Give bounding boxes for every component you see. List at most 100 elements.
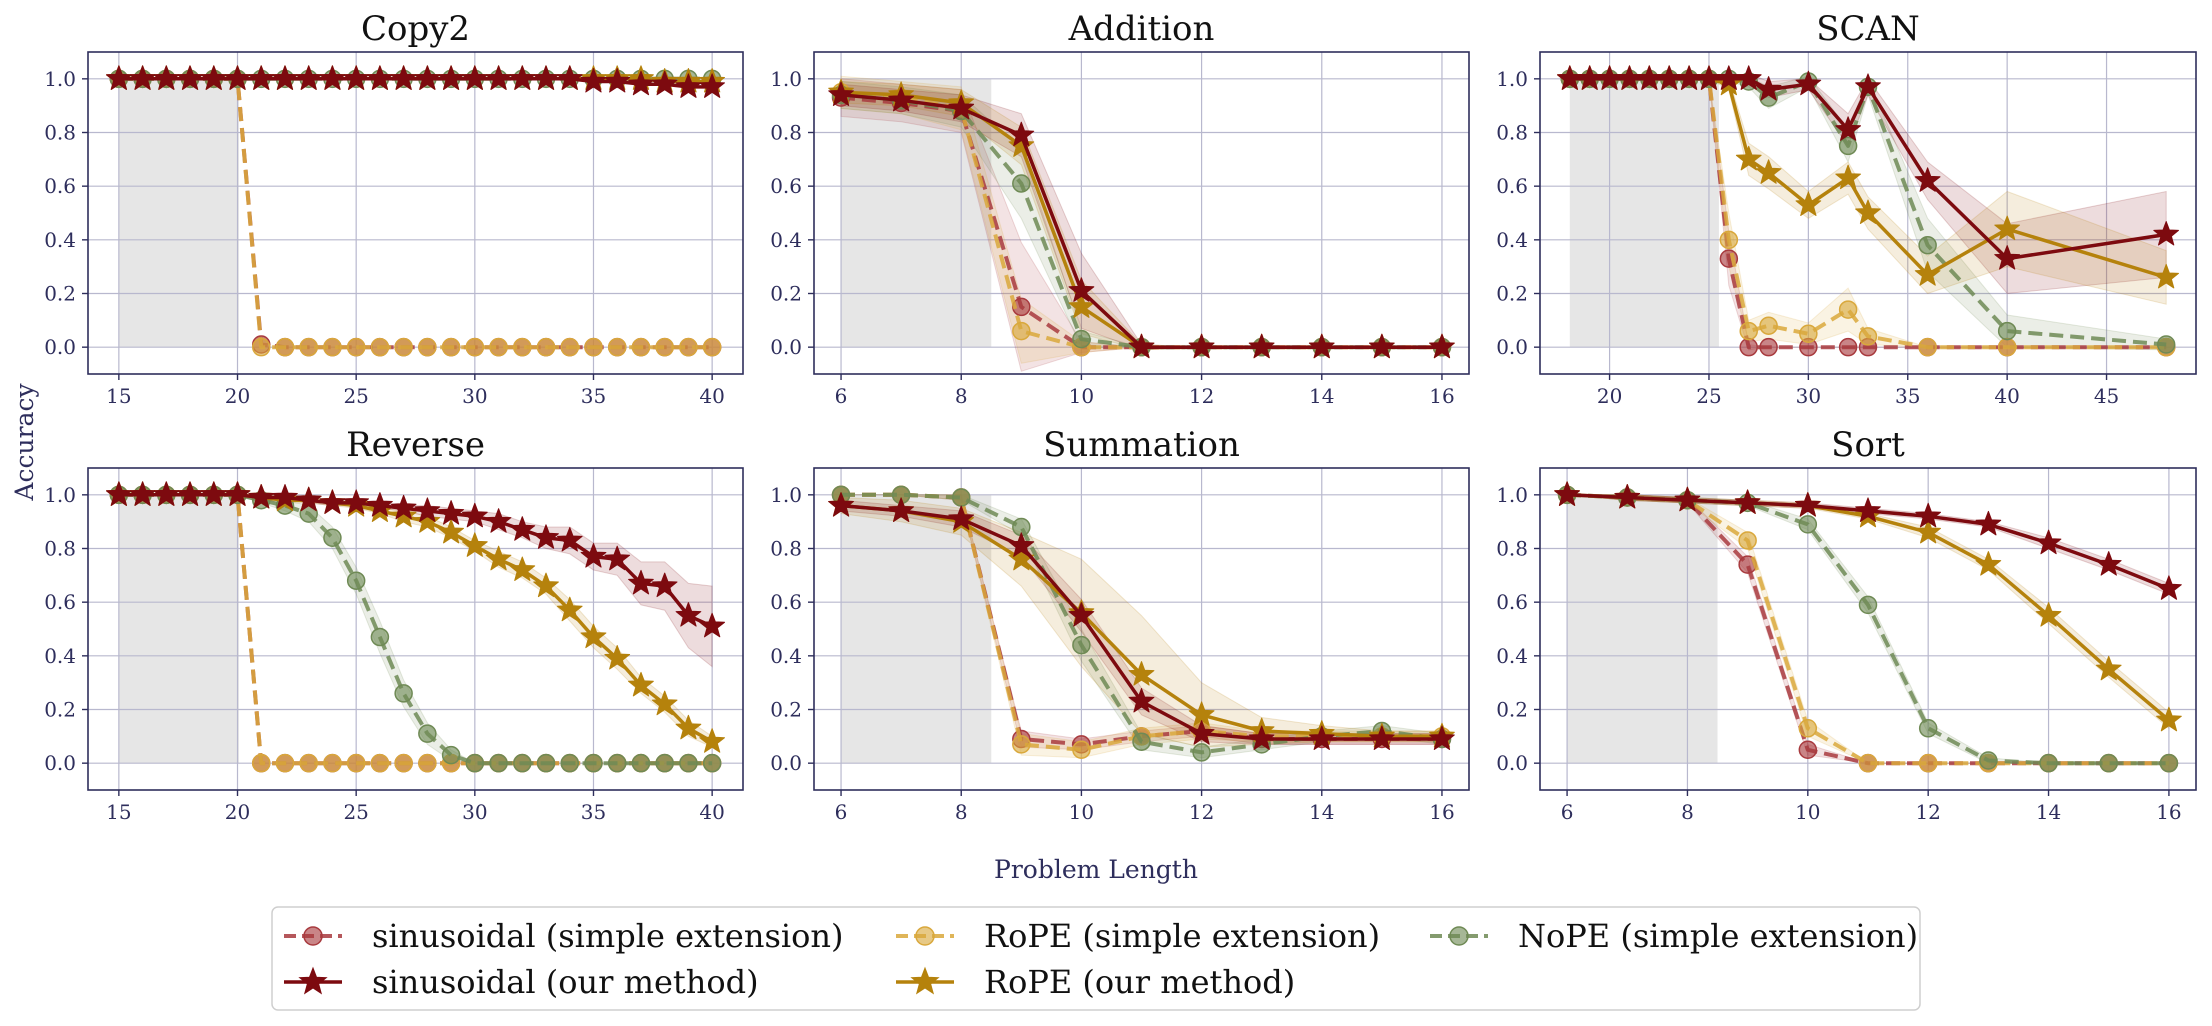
data-point xyxy=(1012,174,1031,193)
y-tick-label: 0.6 xyxy=(1496,590,1528,614)
data-point xyxy=(1369,725,1395,750)
y-tick-label: 0.4 xyxy=(770,644,802,668)
data-point xyxy=(323,753,342,773)
panels: 0.00.20.40.60.81.015 20 25 30 35 40Copy20.00.… xyxy=(44,9,2197,824)
data-point xyxy=(462,65,488,90)
data-point xyxy=(370,627,390,647)
data-point xyxy=(1072,329,1091,349)
legend-item-sinusoidal-our-method: sinusoidal (our method) xyxy=(284,963,759,1001)
data-point xyxy=(1915,502,1941,528)
panel-title: Summation xyxy=(1043,425,1240,465)
data-point xyxy=(1838,136,1858,156)
legend-item-rope-simple-extension: RoPE (simple extension) xyxy=(896,917,1380,955)
data-point xyxy=(513,337,532,357)
x-tick-label: 10 xyxy=(1795,800,1820,824)
data-point xyxy=(323,337,342,357)
data-point xyxy=(275,337,295,357)
data-point xyxy=(560,753,580,773)
y-tick-label: 0.6 xyxy=(44,590,76,614)
data-point xyxy=(628,70,654,96)
data-point xyxy=(224,481,251,506)
x-axis-label: Problem Length xyxy=(994,855,1198,884)
data-point xyxy=(2156,335,2176,354)
plot-area-scan xyxy=(1557,65,2179,357)
data-point xyxy=(129,65,156,90)
data-point xyxy=(1799,324,1818,343)
y-tick-label: 0.2 xyxy=(1496,282,1528,306)
x-tick-label: 20 xyxy=(1597,384,1622,408)
data-point xyxy=(465,337,485,357)
data-point xyxy=(651,572,678,598)
legend-item-rope-our-method: RoPE (our method) xyxy=(896,963,1295,1001)
axes-frame xyxy=(87,51,744,375)
data-point xyxy=(394,753,413,773)
data-point xyxy=(1614,484,1641,509)
axes-frame xyxy=(87,467,744,791)
y-tick-label: 0.2 xyxy=(770,282,802,306)
plot-area-addition xyxy=(828,75,1455,372)
data-point xyxy=(441,745,461,765)
data-point xyxy=(679,753,698,773)
data-point xyxy=(2153,263,2179,289)
data-point xyxy=(1795,492,1821,517)
data-point xyxy=(418,724,437,743)
data-point xyxy=(2156,706,2182,732)
data-point xyxy=(1128,333,1155,359)
data-point xyxy=(251,753,271,773)
data-point xyxy=(607,753,627,773)
x-tick-label: 15 xyxy=(106,384,131,408)
y-axis-label: Accuracy xyxy=(10,383,39,502)
data-point xyxy=(1858,595,1878,615)
data-point xyxy=(1759,316,1778,335)
data-point xyxy=(604,68,631,93)
data-point xyxy=(390,502,417,528)
data-point xyxy=(536,753,556,773)
data-point xyxy=(948,94,975,120)
data-point xyxy=(2099,753,2118,773)
data-point xyxy=(533,65,559,90)
x-tick-label: 30 xyxy=(462,800,487,824)
data-point xyxy=(1068,293,1095,318)
data-point xyxy=(1068,602,1095,627)
y-tick-label: 0.8 xyxy=(1496,537,1528,561)
data-point xyxy=(631,753,651,773)
legend-star-marker xyxy=(910,966,940,995)
data-point xyxy=(951,488,971,507)
y-tick-label: 0.8 xyxy=(44,537,76,561)
data-point xyxy=(295,65,322,90)
x-tick-label: 12 xyxy=(1189,800,1214,824)
data-point xyxy=(177,481,203,506)
data-point xyxy=(1914,261,1941,286)
data-point xyxy=(584,337,603,357)
data-point xyxy=(1188,720,1215,745)
data-point xyxy=(248,65,275,90)
panel-reverse: 0.0 0.2 0.4 0.6 0.8 1.0 15 20 25 30 35 40 Reverse xyxy=(44,425,744,824)
legend-item-nope-simple-extension: NoPE (simple extension) xyxy=(1430,917,1918,955)
data-point xyxy=(533,572,559,598)
data-point xyxy=(702,753,722,773)
x-tick-label: 35 xyxy=(581,800,606,824)
data-point xyxy=(323,528,342,548)
data-point xyxy=(1838,300,1858,319)
data-point xyxy=(465,753,485,773)
data-point xyxy=(153,65,180,90)
data-point xyxy=(462,502,488,528)
data-point xyxy=(513,753,532,773)
x-tick-label: 40 xyxy=(699,800,724,824)
data-point xyxy=(1858,753,1878,773)
x-tick-label: 30 xyxy=(1796,384,1821,408)
data-point xyxy=(1755,159,1782,184)
data-point xyxy=(367,492,393,517)
series-sinusoidal-our-method xyxy=(1557,65,2179,270)
data-point xyxy=(556,596,583,622)
data-point xyxy=(1755,76,1782,101)
legend-label: RoPE (our method) xyxy=(984,963,1295,1001)
data-point xyxy=(2153,221,2179,246)
data-point xyxy=(1918,235,1937,255)
data-point xyxy=(560,337,580,357)
training-region-sort xyxy=(1567,494,1718,764)
panel-title: Sort xyxy=(1831,425,1905,465)
training-region-reverse xyxy=(118,494,239,764)
data-point xyxy=(414,508,441,533)
data-point xyxy=(655,753,674,773)
